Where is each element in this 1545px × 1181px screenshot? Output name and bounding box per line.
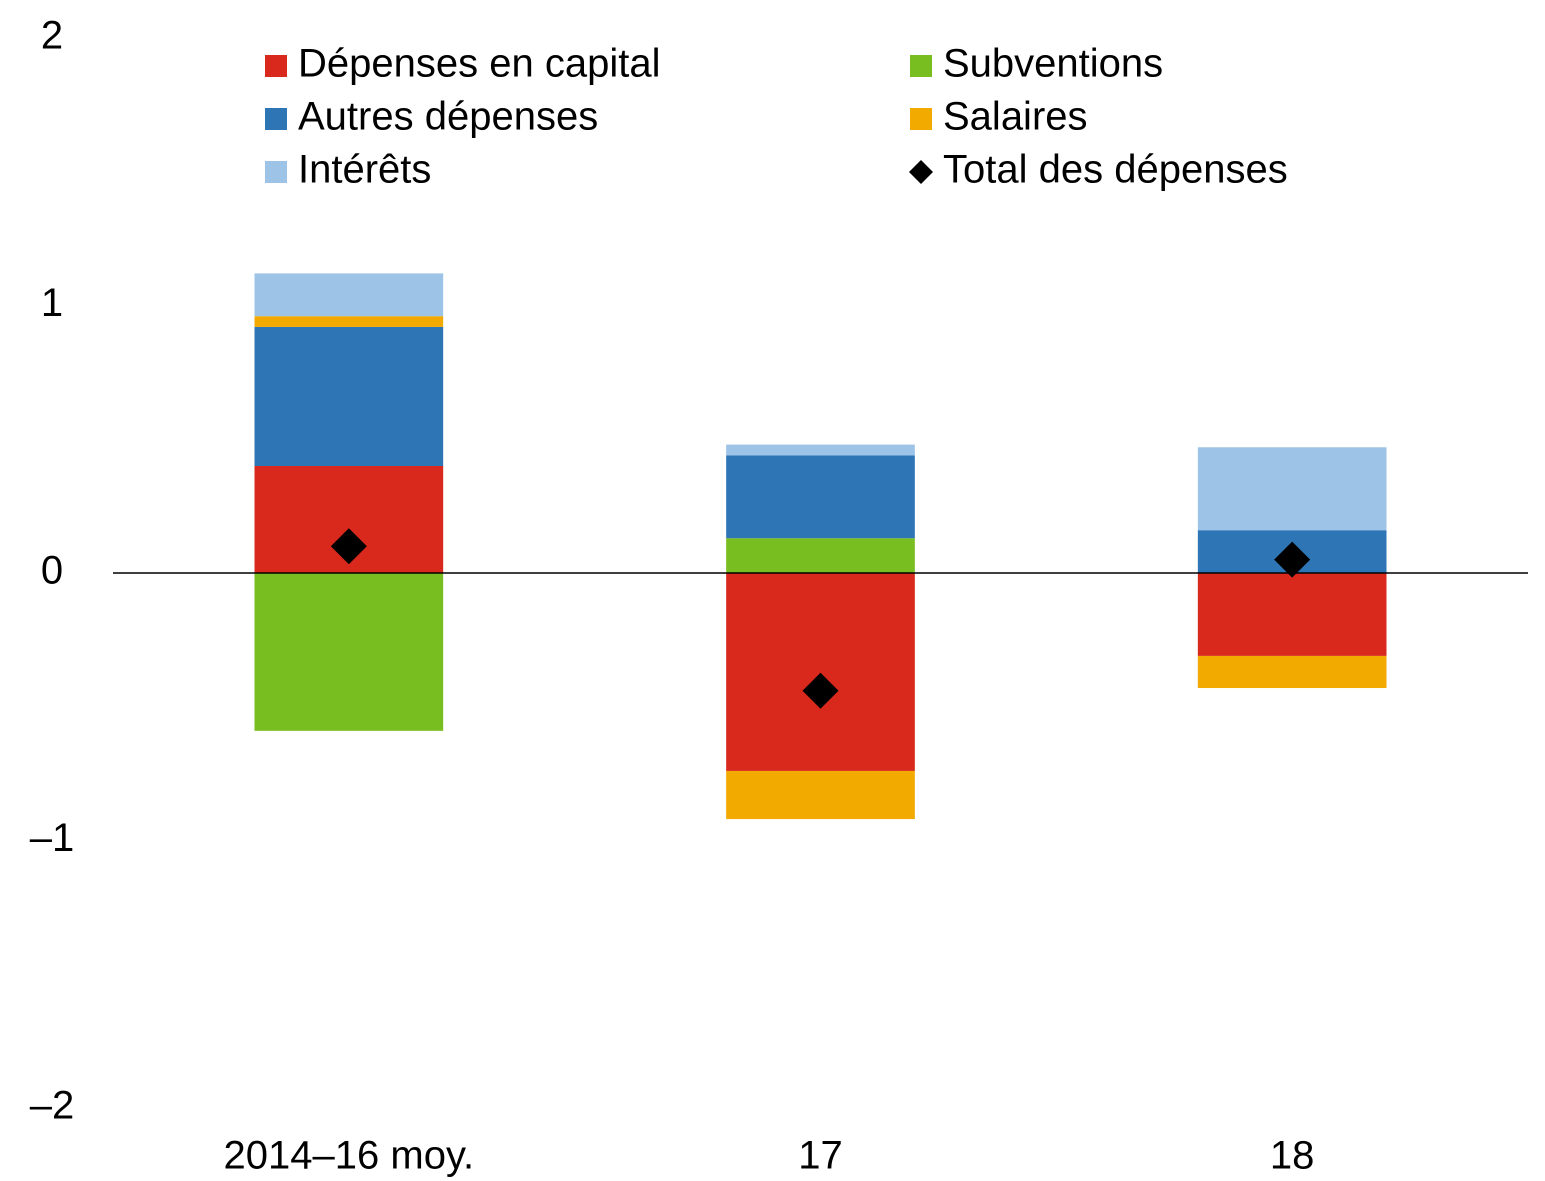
bar-segment [1197,655,1387,689]
y-tick-label: 0 [41,549,63,593]
legend-swatch [910,55,932,77]
x-tick-label: 17 [798,1134,843,1178]
bar-segment [254,273,444,317]
bar-segment [726,573,915,771]
bar-segment [1197,447,1387,531]
bar-segment [726,444,915,456]
bar-segment [726,770,915,820]
x-tick-label: 18 [1270,1134,1315,1178]
legend-swatch [265,161,287,183]
bar-segment [254,573,444,731]
legend-swatch [265,55,287,77]
legend-swatch [265,108,287,130]
bar-segment [254,326,444,466]
bar-segment [1197,573,1387,656]
total-marker [330,528,367,565]
legend-label: Subventions [943,42,1163,86]
total-marker [1274,541,1311,578]
legend-marker [909,160,933,184]
legend-label: Autres dépenses [298,95,598,139]
bar-segment [254,316,444,327]
total-marker [802,672,839,709]
y-tick-label: –2 [30,1084,75,1128]
y-tick-label: 1 [41,281,63,325]
legend-swatch [910,108,932,130]
legend-label: Intérêts [298,148,431,192]
x-tick-label: 2014–16 moy. [224,1134,475,1178]
y-tick-label: 2 [41,14,63,58]
legend-label: Dépenses en capital [298,42,660,86]
legend-label: Salaires [943,95,1088,139]
legend-label: Total des dépenses [943,148,1288,192]
y-tick-label: –1 [30,816,75,860]
bar-segment [726,455,915,539]
bar-segment [726,538,915,573]
